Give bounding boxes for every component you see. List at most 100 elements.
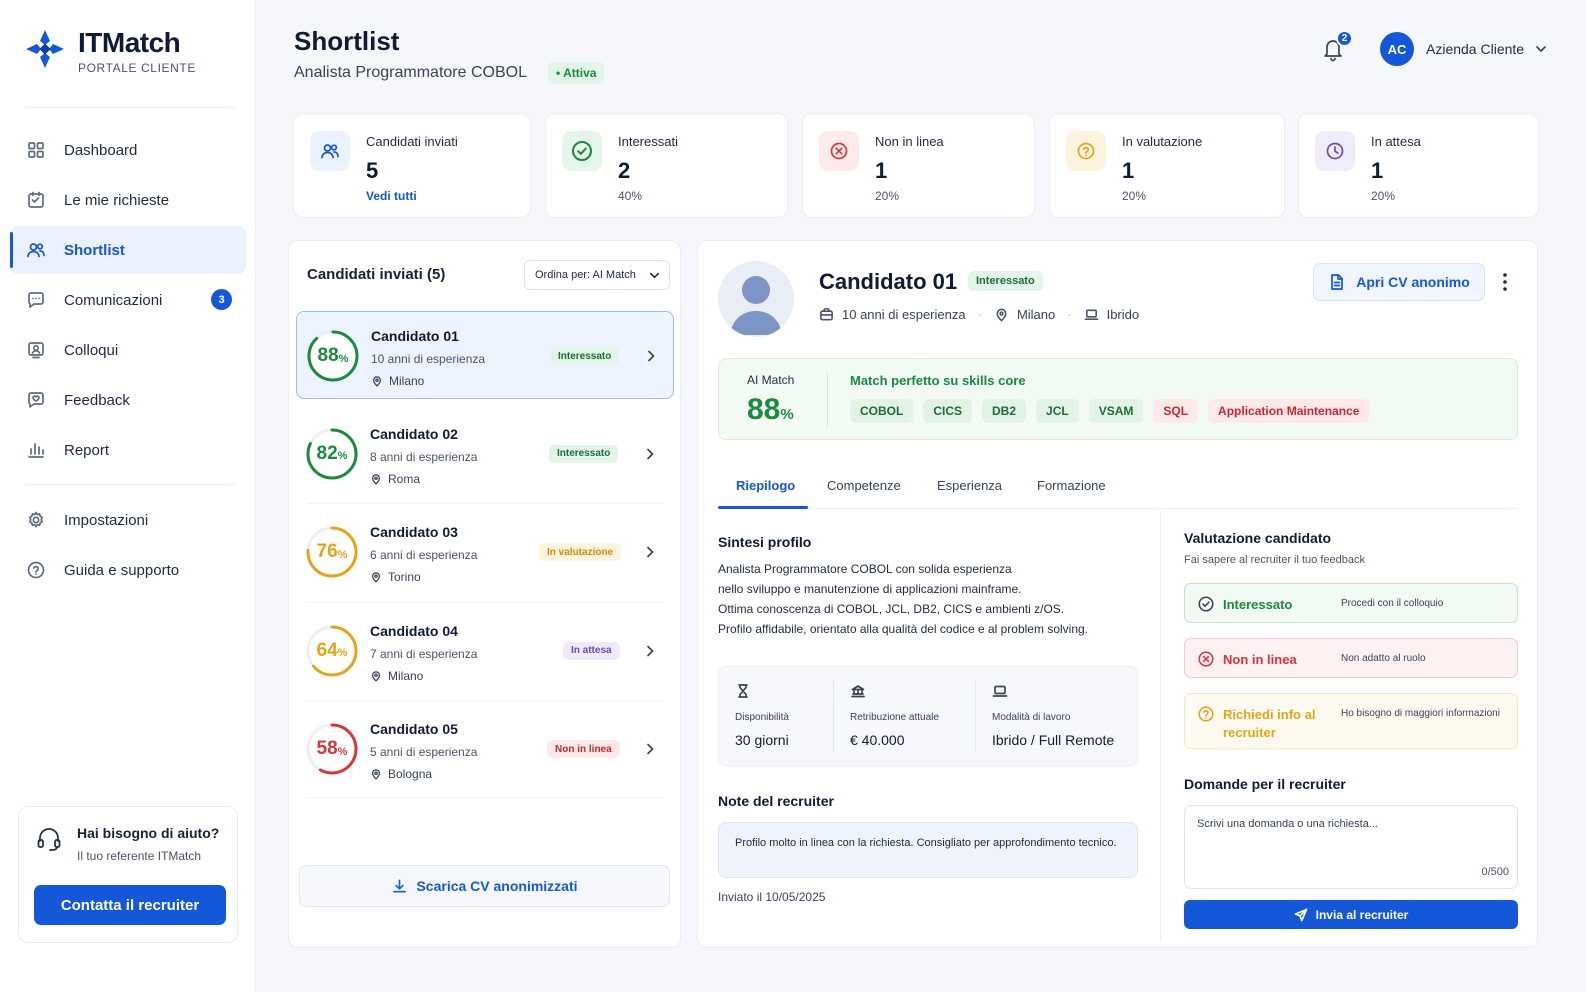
sidebar-item-shortlist[interactable]: Shortlist — [10, 226, 246, 274]
notifications-button[interactable] — [1320, 36, 1346, 62]
sidebar-item-help[interactable]: Guida e supporto — [10, 546, 246, 594]
grid-icon — [28, 142, 44, 158]
download-cv-button[interactable]: Scarica CV anonimizzati — [299, 865, 670, 907]
info-box: Disponibilità 30 giorni Retribuzione att… — [718, 666, 1138, 766]
feedback-icon — [28, 392, 44, 408]
view-all-link[interactable]: Vedi tutti — [366, 189, 417, 203]
candidate-row[interactable]: 82% Candidato 02 8 anni di esperienza Roma I… — [296, 410, 674, 504]
match-title: Match perfetto su skills core — [850, 373, 1026, 388]
match-ring — [306, 723, 358, 775]
stat-label: Non in linea — [875, 134, 944, 149]
recruiter-notes: Profilo molto in linea con la richiesta.… — [718, 822, 1138, 878]
candidate-detail: Candidato 01 Interessato 10 anni di espe… — [697, 240, 1538, 948]
sidebar-item-interviews[interactable]: Colloqui — [10, 326, 246, 374]
chevron-right-icon — [647, 743, 654, 755]
summary-line: Profilo affidabile, orientato alla quali… — [718, 622, 1089, 636]
candidate-row[interactable]: 76% Candidato 03 6 anni di esperienza Torin… — [296, 508, 674, 602]
laptop-icon — [992, 685, 1008, 697]
match-number: 58 — [316, 738, 338, 759]
requests-icon — [28, 191, 44, 208]
stat-percent: 40% — [618, 189, 643, 203]
stat-percent: 20% — [1122, 189, 1147, 203]
skill-tag: DB2 — [982, 399, 1027, 423]
sidebar-item-requests[interactable]: Le mie richieste — [10, 176, 246, 224]
sort-dropdown[interactable]: Ordina per: AI Match — [524, 260, 670, 290]
candidate-experience: 10 anni di esperienza — [371, 352, 486, 366]
stat-label: Candidati inviati — [366, 134, 458, 149]
evaluation-interested-option[interactable]: Interessato Procedi con il colloquio — [1184, 583, 1518, 623]
chevron-right-icon — [648, 350, 655, 362]
info-label: Modalità di lavoro — [992, 712, 1071, 723]
sidebar-item-label: Dashboard — [64, 141, 138, 159]
skill-tag: VSAM — [1088, 399, 1144, 423]
chart-icon — [28, 443, 44, 458]
stat-label: In valutazione — [1122, 134, 1203, 149]
candidate-status-badge: Interessato — [550, 347, 620, 365]
candidate-row[interactable]: 88% Candidato 01 10 anni di esperienza Mila… — [296, 311, 674, 399]
tab-competenze[interactable]: Competenze — [827, 478, 901, 493]
active-tab-indicator — [718, 506, 808, 509]
person-icon — [730, 276, 782, 335]
more-options-icon[interactable] — [1496, 271, 1514, 293]
page-title: Shortlist — [294, 26, 400, 56]
stat-icon-box — [819, 131, 859, 171]
candidate-experience: 7 anni di esperienza — [370, 646, 478, 661]
match-ring — [306, 625, 358, 676]
ai-match-unit: % — [780, 406, 794, 423]
sidebar-item-dashboard[interactable]: Dashboard — [10, 126, 246, 174]
questions-title: Domande per il recruiter — [1184, 776, 1346, 792]
sidebar-item-feedback[interactable]: Feedback — [10, 376, 246, 424]
evaluation-request-info-option[interactable]: Richiedi info al recruiter Ho bisogno di… — [1184, 693, 1518, 749]
evaluation-not-matching-option[interactable]: Non in linea Non adatto al ruolo — [1184, 638, 1518, 678]
send-to-recruiter-button[interactable]: Invia al recruiter — [1184, 900, 1518, 929]
stat-card-not-matching: Non in linea 1 20% — [802, 113, 1035, 218]
check-circle-icon — [1198, 596, 1214, 612]
match-unit: % — [338, 352, 349, 365]
clock-icon — [1326, 142, 1344, 160]
candidate-meta: 10 anni di esperienza · Milano · Ibrido — [819, 307, 1139, 322]
send-label: Invia al recruiter — [1315, 907, 1409, 922]
candidate-experience: 8 anni di esperienza — [370, 449, 478, 464]
summary-line: Analista Programmatore COBOL con solida … — [718, 562, 1012, 576]
candidate-city: Roma — [370, 472, 420, 486]
help-subtitle: Il tuo referente ITMatch — [77, 849, 202, 863]
match-percent: 64% — [306, 625, 358, 677]
tab-esperienza[interactable]: Esperienza — [937, 478, 1003, 493]
sort-label: Ordina per: AI Match — [535, 269, 636, 281]
user-menu[interactable]: AC Azienda Cliente — [1380, 32, 1548, 66]
sidebar-item-communications[interactable]: Comunicazioni 3 — [10, 276, 246, 324]
logo[interactable]: ITMatch PORTALE CLIENTE — [24, 26, 196, 75]
briefcase-icon — [820, 308, 833, 321]
stat-value: 1 — [875, 158, 888, 183]
ai-match-number: 88 — [747, 393, 781, 426]
tab-riepilogo[interactable]: Riepilogo — [736, 478, 796, 493]
summary-line: Ottima conoscenza di COBOL, JCL, DB2, CI… — [718, 602, 1065, 616]
candidate-row[interactable]: 58% Candidato 05 5 anni di esperienza Bolog… — [296, 705, 674, 799]
contact-recruiter-button[interactable]: Contatta il recruiter — [34, 885, 226, 925]
evaluation-option-label: Richiedi info al recruiter — [1223, 707, 1316, 740]
stat-value: 2 — [618, 158, 631, 183]
tab-formazione[interactable]: Formazione — [1037, 478, 1106, 493]
download-icon — [393, 879, 407, 892]
open-cv-button[interactable]: Apri CV anonimo — [1313, 263, 1485, 301]
match-percent: 82% — [306, 428, 358, 480]
candidate-work-mode: Ibrido — [1106, 307, 1140, 322]
help-card: Hai bisogno di aiuto? Il tuo referente I… — [18, 806, 238, 943]
brand-subtitle: PORTALE CLIENTE — [78, 61, 196, 75]
questions-textarea[interactable]: Scrivi una domanda o una richiesta... 0/… — [1184, 805, 1518, 889]
match-number: 82 — [316, 442, 338, 464]
notification-count-badge: 2 — [1336, 30, 1353, 47]
stat-card-interested: Interessati 2 40% — [545, 113, 788, 218]
match-number: 64 — [316, 639, 338, 661]
skill-tag: CICS — [923, 399, 973, 423]
candidate-row[interactable]: 64% Candidato 04 7 anni di esperienza Milan… — [296, 607, 674, 701]
sidebar-item-label: Report — [64, 441, 110, 459]
stat-icon-box — [562, 131, 602, 171]
chevron-right-icon — [647, 645, 654, 656]
chevron-right-icon — [647, 448, 654, 459]
sidebar-item-report[interactable]: Report — [10, 426, 246, 474]
sidebar-item-settings[interactable]: Impostazioni — [10, 496, 246, 544]
ai-match-value: 88% — [747, 393, 794, 427]
match-percent: 58% — [306, 723, 358, 775]
meta-separator: · — [1067, 307, 1072, 322]
